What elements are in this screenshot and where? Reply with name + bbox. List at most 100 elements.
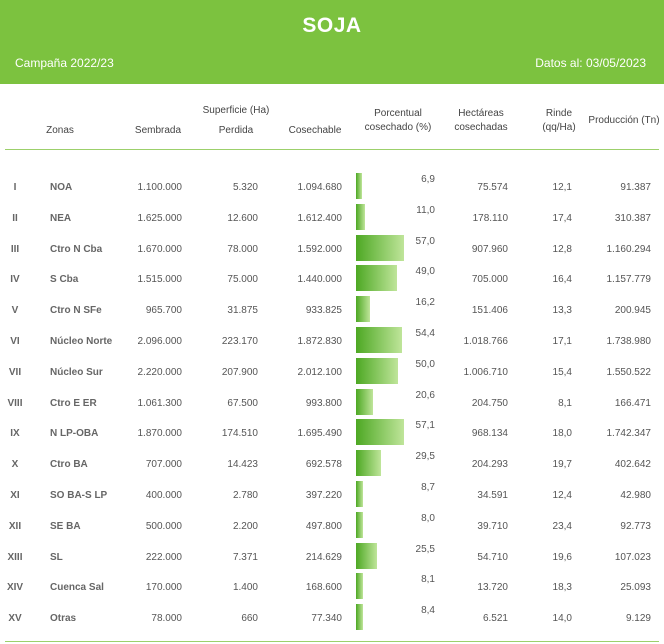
cell-perdida: 67.500	[227, 397, 258, 409]
cell-hectareas: 968.134	[471, 428, 508, 440]
cell-rinde: 19,6	[552, 551, 572, 563]
table-row: I NOA 1.100.000 5.320 1.094.680 6,9 75.574 12,1…	[0, 172, 664, 202]
harvest-percent-bar	[356, 265, 398, 292]
col-header-rinde-line2: (qq/Ha)	[542, 122, 576, 133]
cell-perdida: 7.371	[232, 551, 258, 563]
cell-porcentual: 57,1	[415, 420, 435, 432]
cell-produccion: 402.642	[614, 459, 651, 471]
col-header-rinde-line1: Rinde	[545, 108, 573, 119]
table-row: III Ctro N Cba 1.670.000 78.000 1.592.000 57,…	[0, 234, 664, 264]
cell-perdida: 660	[241, 613, 258, 625]
col-header-porcentual: Porcentual cosechado (%)	[358, 107, 438, 135]
page-title: SOJA	[302, 14, 362, 37]
cell-produccion: 92.773	[620, 520, 651, 532]
cell-hectareas: 39.710	[477, 520, 508, 532]
cell-porcentual: 8,4	[421, 605, 435, 617]
cell-cosechable: 77.340	[311, 613, 342, 625]
col-header-porcentual-line1: Porcentual	[374, 108, 422, 119]
zone-number: VIII	[7, 397, 23, 409]
cell-hectareas: 6.521	[482, 613, 508, 625]
cell-sembrada: 965.700	[145, 305, 182, 317]
cell-rinde: 14,0	[552, 613, 572, 625]
col-header-perdida: Perdida	[218, 125, 254, 136]
zone-name: NOA	[50, 182, 73, 193]
cell-porcentual: 20,6	[415, 389, 435, 401]
cell-porcentual: 29,5	[415, 451, 435, 463]
cell-sembrada: 1.515.000	[137, 274, 183, 286]
cell-hectareas: 1.006.710	[463, 366, 509, 378]
page-header: SOJA Campaña 2022/23 Datos al: 03/05/202…	[0, 0, 664, 84]
cell-hectareas: 907.960	[471, 243, 508, 255]
harvest-percent-bar	[356, 388, 374, 415]
zone-number: XI	[10, 490, 20, 501]
cell-perdida: 174.510	[221, 428, 258, 440]
cell-hectareas: 204.750	[471, 397, 508, 409]
table-row: XIV Cuenca Sal 170.000 1.400 168.600 8,1 13.72…	[0, 572, 664, 602]
cell-sembrada: 2.096.000	[137, 336, 183, 347]
cell-rinde: 12,4	[552, 490, 572, 501]
zone-number: II	[12, 212, 18, 224]
cell-cosechable: 397.220	[305, 490, 342, 501]
cell-produccion: 1.550.522	[606, 366, 652, 378]
cell-sembrada: 1.870.000	[137, 428, 183, 440]
cell-sembrada: 2.220.000	[137, 366, 183, 378]
table-row: XII SE BA 500.000 2.200 497.800 8,0 39.710 23,4…	[0, 511, 664, 541]
cell-perdida: 2.200	[232, 520, 258, 532]
cell-hectareas: 54.710	[477, 551, 508, 563]
cell-cosechable: 692.578	[305, 459, 342, 471]
cell-perdida: 78.000	[227, 243, 258, 255]
cell-rinde: 15,4	[552, 366, 572, 378]
table-row: IV S Cba 1.515.000 75.000 1.440.000 49,0 705.0…	[0, 264, 664, 294]
table-row: VI Núcleo Norte 2.096.000 223.170 1.872.830 5…	[0, 326, 664, 356]
cell-sembrada: 1.061.300	[137, 397, 183, 409]
cell-porcentual: 16,2	[415, 297, 435, 309]
cell-rinde: 12,8	[552, 243, 572, 255]
zone-number: III	[10, 243, 20, 255]
cell-rinde: 18,3	[552, 582, 572, 594]
cell-produccion: 42.980	[620, 490, 651, 501]
cell-porcentual: 54,4	[415, 328, 435, 339]
harvest-percent-bar	[356, 542, 378, 569]
harvest-percent-bar	[356, 203, 366, 230]
cell-porcentual: 8,0	[421, 512, 435, 524]
zone-number: XIV	[6, 582, 24, 594]
cell-hectareas: 178.110	[472, 212, 508, 224]
cell-cosechable: 933.825	[305, 305, 342, 317]
cell-perdida: 5.320	[232, 182, 258, 193]
footer-divider	[5, 641, 659, 642]
cell-sembrada: 707.000	[145, 459, 182, 471]
zone-name: Ctro E ER	[50, 397, 97, 409]
cell-perdida: 12.600	[227, 212, 258, 224]
cell-sembrada: 170.000	[145, 582, 182, 594]
cell-hectareas: 151.406	[471, 305, 508, 317]
cell-produccion: 91.387	[620, 182, 651, 193]
cell-hectareas: 204.293	[471, 459, 508, 471]
harvest-percent-bar	[356, 419, 404, 446]
zone-name: Otras	[50, 613, 77, 625]
cell-rinde: 16,4	[552, 274, 572, 286]
col-header-superficie: Superficie (Ha)	[202, 105, 270, 116]
zone-name: SL	[50, 551, 63, 563]
table-row: XIII SL 222.000 7.371 214.629 25,5 54.710 19,6 1…	[0, 542, 664, 572]
harvest-percent-bar	[356, 573, 363, 600]
cell-sembrada: 1.625.000	[137, 212, 183, 224]
zone-number: IX	[10, 428, 20, 440]
cell-rinde: 13,3	[552, 305, 572, 317]
cell-sembrada: 222.000	[145, 551, 182, 563]
cell-hectareas: 13.720	[477, 582, 508, 594]
cell-sembrada: 1.100.000	[137, 182, 183, 193]
zone-name: Ctro N Cba	[50, 243, 103, 255]
cell-cosechable: 2.012.100	[297, 366, 343, 378]
cell-rinde: 8,1	[558, 397, 572, 409]
zone-name: Ctro BA	[50, 459, 88, 471]
cell-hectareas: 1.018.766	[463, 336, 509, 347]
cell-produccion: 1.738.980	[606, 336, 652, 347]
cell-sembrada: 1.670.000	[137, 243, 183, 255]
harvest-percent-bar	[356, 481, 364, 507]
cell-porcentual: 11,0	[416, 204, 435, 216]
cell-rinde: 17,1	[552, 336, 572, 347]
table-row: X Ctro BA 707.000 14.423 692.578 29,5 204.293 1…	[0, 449, 664, 479]
table-row: II NEA 1.625.000 12.600 1.612.400 11,0 178.110…	[0, 203, 664, 233]
cell-porcentual: 50,0	[415, 358, 435, 370]
zone-number: IV	[10, 274, 20, 286]
